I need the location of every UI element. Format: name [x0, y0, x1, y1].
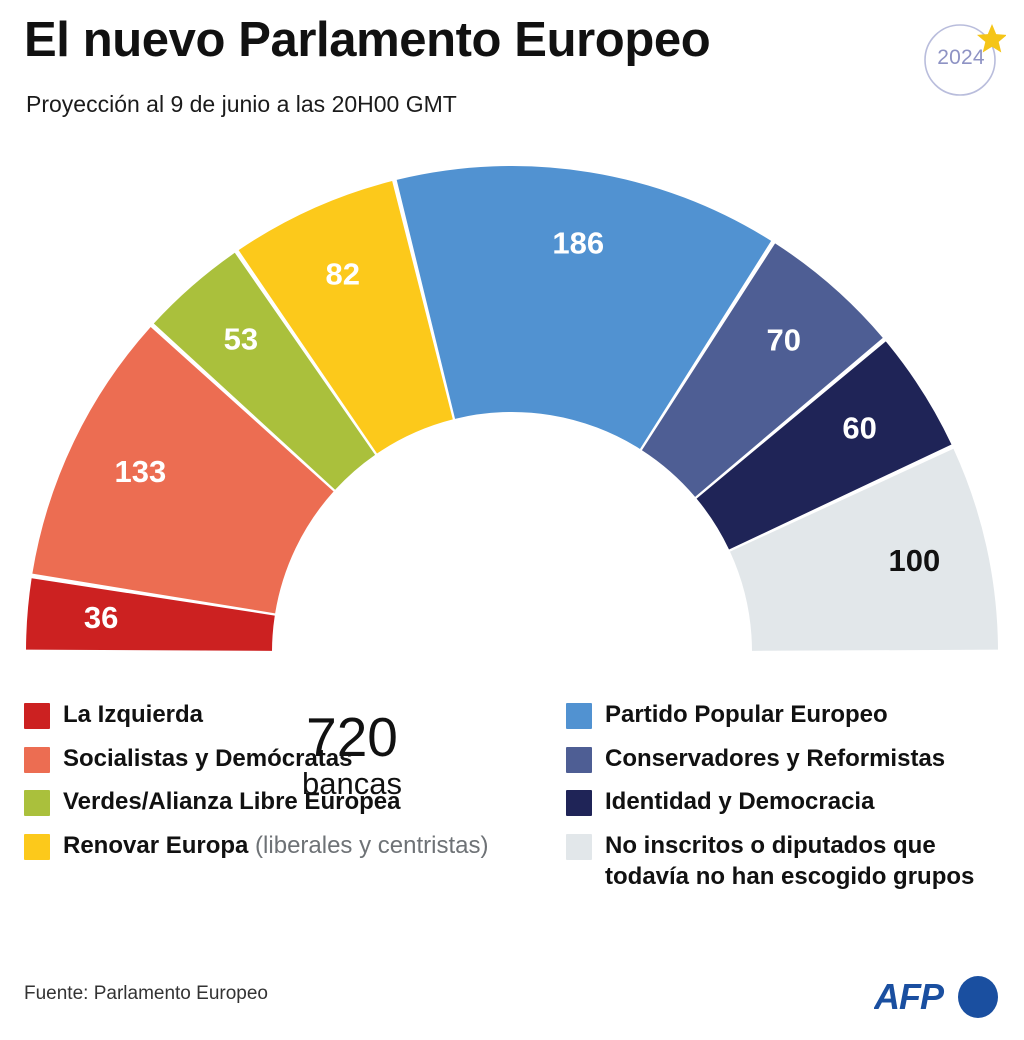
legend-color-swatch [566, 790, 592, 817]
hemicycle-segment[interactable] [26, 578, 275, 651]
segment-value-label: 82 [325, 256, 359, 291]
legend-column-right: Partido Popular Europeo Conservadores y R… [566, 700, 1016, 906]
page-subtitle: Proyección al 9 de junio a las 20H00 GMT [26, 91, 457, 117]
hemicycle-segment[interactable] [32, 326, 334, 614]
legend-item[interactable]: Partido Popular Europeo [566, 700, 1016, 731]
legend-column-left: La Izquierda Socialistas y Demócratas Verd… [24, 700, 564, 875]
legend-item-label: Partido Popular Europeo [605, 701, 888, 728]
segment-value-label: 186 [552, 225, 604, 260]
legend-item[interactable]: Conservadores y Reformistas [566, 744, 1016, 775]
legend-item-label: Conservadores y Reformistas [605, 744, 946, 772]
segment-value-label: 36 [84, 600, 118, 635]
hemicycle-chart: 36 133 53 82 186 70 60 100 720 bancas [0, 150, 1024, 801]
legend-item-label: Identidad y Democracia [605, 788, 875, 816]
segment-value-label: 60 [842, 411, 876, 446]
center-total-number: 720 [306, 706, 398, 768]
legend-item[interactable]: Identidad y Democracia [566, 787, 1016, 818]
segment-value-label: 133 [114, 454, 166, 489]
legend-item-label: La Izquierda [63, 701, 204, 728]
legend-item[interactable]: No inscritos o diputados que todavía no … [566, 831, 1016, 892]
legend-color-swatch [24, 746, 50, 773]
legend-color-swatch [566, 746, 592, 773]
hemicycle-segment[interactable] [641, 243, 883, 497]
legend-item-note: (liberales y centristas) [248, 832, 489, 860]
center-total-unit: bancas [302, 766, 402, 801]
page-title: El nuevo Parlamento Europeo [24, 13, 711, 67]
hemicycle-segment[interactable] [696, 341, 952, 550]
legend: La Izquierda Socialistas y Demócratas Verd… [0, 700, 1024, 950]
legend-item-label: Renovar Europa (liberales y centristas) [63, 832, 489, 860]
legend-item[interactable]: Renovar Europa (liberales y centristas) [24, 831, 564, 862]
afp-logo-dot [958, 976, 998, 1018]
hemicycle-segments [26, 166, 998, 651]
hemicycle-segment[interactable] [729, 448, 998, 651]
hemicycle-segment[interactable] [396, 166, 772, 449]
legend-item-label: Socialistas y Demócratas [63, 744, 353, 772]
legend-item-label: No inscritos o diputados que todavía no … [605, 832, 975, 890]
source-text: Fuente: Parlamento Europeo [24, 983, 268, 1004]
footer: Fuente: Parlamento Europeo AFP [0, 975, 1024, 1040]
legend-item[interactable]: Socialistas y Demócratas [24, 744, 564, 775]
legend-item-label: Verdes/Alianza Libre Europea [63, 788, 401, 816]
hemicycle-segment[interactable] [153, 252, 376, 490]
legend-color-swatch [566, 703, 592, 729]
hemicycle-value-labels: 36 133 53 82 186 70 60 100 [84, 225, 940, 634]
afp-logo-text: AFP [874, 976, 945, 1017]
legend-color-swatch [566, 834, 592, 861]
year-badge-ring [924, 24, 996, 96]
header: El nuevo Parlamento Europeo Proyección a… [0, 0, 1024, 150]
segment-value-label: 70 [767, 322, 801, 357]
legend-color-swatch [24, 790, 50, 817]
year-badge-label: 2024 [937, 46, 985, 69]
legend-color-swatch [24, 834, 50, 861]
segment-value-label: 53 [224, 322, 258, 357]
segment-value-label: 100 [889, 543, 941, 578]
legend-color-swatch [24, 703, 50, 729]
legend-item[interactable]: Verdes/Alianza Libre Europea [24, 787, 564, 818]
hemicycle-segment[interactable] [238, 181, 453, 454]
year-badge: 2024 [918, 14, 1006, 102]
afp-logo: AFP [874, 973, 1004, 1023]
center-total: 720 bancas [192, 710, 512, 804]
legend-item[interactable]: La Izquierda [24, 700, 564, 731]
star-icon [977, 24, 1006, 53]
